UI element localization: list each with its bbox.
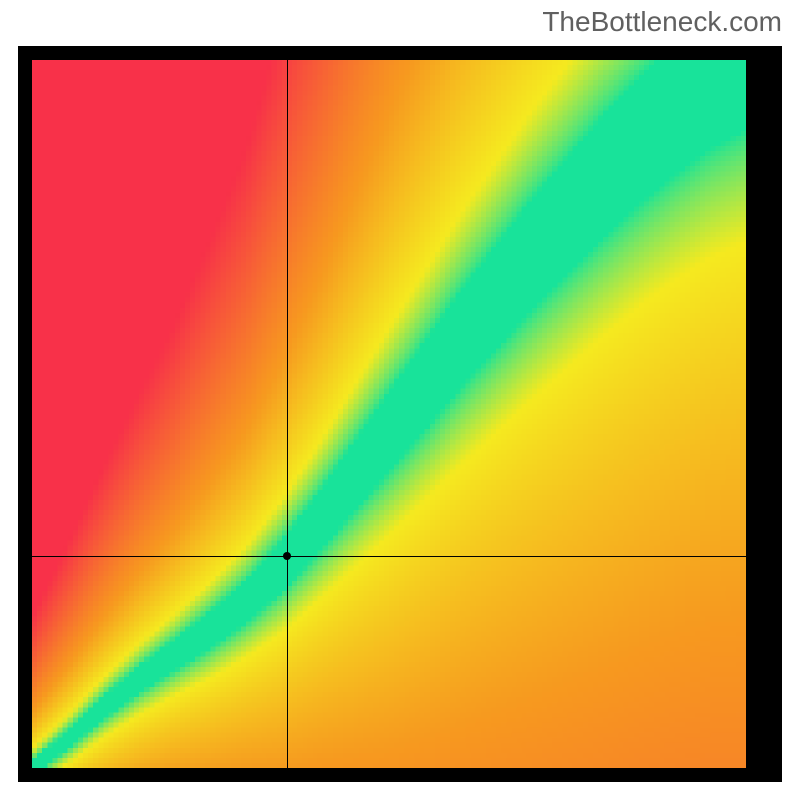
- plot-area: [32, 60, 746, 768]
- crosshair-vertical: [287, 60, 288, 768]
- plot-frame: [18, 46, 782, 782]
- bottleneck-heatmap: [32, 60, 746, 768]
- attribution-text: TheBottleneck.com: [542, 6, 782, 38]
- marker-dot: [283, 552, 291, 560]
- crosshair-horizontal: [32, 556, 746, 557]
